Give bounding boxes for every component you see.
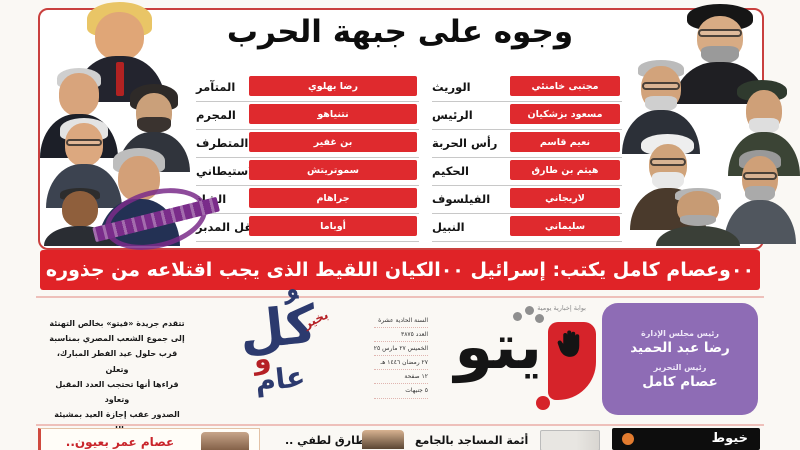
chairman-name: رضا عبد الحميد bbox=[630, 339, 730, 356]
raised-hand-icon bbox=[557, 330, 580, 357]
face-label: الرئيس bbox=[432, 108, 473, 122]
face-name-badge: جراهام bbox=[249, 188, 417, 208]
teaser-headline: طارق لطفي .. bbox=[285, 434, 366, 447]
issue-info-line: ٥ جنيهات bbox=[374, 384, 428, 399]
board-box: رئيس مجلس الإدارة رضا عبد الحميد رئيس ال… bbox=[602, 303, 758, 415]
war-face-row: الرئيس مسعود بزشكيان bbox=[432, 102, 622, 130]
face-name-badge: لاريجاني bbox=[510, 188, 620, 208]
teaser-headline: أئمة المساجد بالجامع bbox=[415, 434, 529, 447]
teaser-headline: عصام عمر بعيون.. bbox=[65, 435, 175, 449]
logo-dot bbox=[513, 312, 522, 321]
separator-line bbox=[36, 424, 764, 426]
face-label: النبيل bbox=[432, 220, 465, 234]
opinion-banner: ٠٠وعصام كامل يكتب: إسرائيل ٠٠الكيان اللق… bbox=[40, 250, 760, 290]
teaser-newspaper-thumb bbox=[540, 430, 600, 450]
separator-line bbox=[36, 296, 764, 298]
logo-dot bbox=[535, 314, 544, 323]
teaser-black-box: خيوط bbox=[612, 428, 760, 450]
calligraphy-word: عام bbox=[253, 359, 307, 399]
war-face-row: العقل المدبر أوباما bbox=[196, 214, 419, 242]
teaser-photo-thumb bbox=[201, 432, 249, 450]
war-face-row: المتآمر رضا بهلوي bbox=[196, 74, 419, 102]
war-face-row: المتطرف بن غفير bbox=[196, 130, 419, 158]
veto-masthead-logo: بوابة إخبارية يومية يتو bbox=[430, 300, 600, 420]
issue-info-line: ١٢ صفحة bbox=[374, 370, 428, 385]
greeting-line: قرب حلول عيد الفطر المبارك، وتعلن bbox=[56, 349, 178, 374]
logo-tagline: بوابة إخبارية يومية bbox=[537, 304, 586, 312]
teaser-card: عصام عمر بعيون.. bbox=[38, 428, 260, 450]
logo-word: يتو bbox=[454, 310, 544, 383]
face-label: الوريث bbox=[432, 80, 471, 94]
teaser-headline: خيوط bbox=[711, 431, 748, 446]
war-face-row: الاستيطاني سموتريتش bbox=[196, 158, 419, 186]
face-label: الاستيطاني bbox=[196, 164, 261, 178]
logo-red-letter bbox=[548, 322, 596, 400]
face-name-badge: سموتريتش bbox=[249, 160, 417, 180]
war-face-row: الوريث مجتبى خامنئي bbox=[432, 74, 622, 102]
face-label: المتطرف bbox=[196, 136, 249, 150]
face-label: رأس الحربة bbox=[432, 136, 498, 150]
war-face-row: الفيلسوف لاريجاني bbox=[432, 186, 622, 214]
issue-info-line: الخميس ٢٧ مارس ٢٠٢٥ م bbox=[374, 342, 428, 357]
face-name-badge: سليماني bbox=[510, 216, 620, 236]
face-label: المجرم bbox=[196, 108, 236, 122]
face-label: الحكيم bbox=[432, 164, 469, 178]
issue-info-column: السنة الحادية عشرة العدد ٣٨٧٥ الخميس ٢٧ … bbox=[374, 314, 428, 399]
greeting-line: تتقدم جريدة «فيتو» بخالص التهنئة bbox=[49, 319, 185, 328]
issue-info-line: السنة الحادية عشرة bbox=[374, 314, 428, 329]
face-name-badge: بن غفير bbox=[249, 132, 417, 152]
war-face-row: رأس الحربة نعيم قاسم bbox=[432, 130, 622, 158]
face-name-badge: هيثم بن طارق bbox=[510, 160, 620, 180]
greeting-line: إلى جموع الشعب المصري بمناسبة bbox=[49, 334, 185, 344]
face-name-badge: مسعود بزشكيان bbox=[510, 104, 620, 124]
war-face-row: الشاذ جراهام bbox=[196, 186, 419, 214]
face-name-badge: مجتبى خامنئي bbox=[510, 76, 620, 96]
face-label: المتآمر bbox=[196, 80, 236, 94]
face-name-badge: أوباما bbox=[249, 216, 417, 236]
face-label: الفيلسوف bbox=[432, 192, 491, 206]
face-name-badge: رضا بهلوي bbox=[249, 76, 417, 96]
editor-name: عصام كامل bbox=[642, 373, 718, 390]
chairman-title: رئيس مجلس الإدارة bbox=[641, 328, 719, 338]
greeting-line: قراءها أنها تحتجب العدد المقبل وتعاود bbox=[55, 379, 179, 404]
issue-info-line: ٢٧ رمضان ١٤٤٦ هـ bbox=[374, 356, 428, 371]
war-faces-title: وجوه على جبهة الحرب bbox=[226, 14, 574, 50]
face-name-badge: نعيم قاسم bbox=[510, 132, 620, 152]
issue-info-line: العدد ٣٨٧٥ bbox=[374, 328, 428, 343]
teaser-accent-dot bbox=[622, 433, 634, 445]
eid-greeting-paragraph: تتقدم جريدة «فيتو» بخالص التهنئة إلى جمو… bbox=[46, 316, 188, 438]
war-face-row: النبيل سليماني bbox=[432, 214, 622, 242]
logo-dot bbox=[525, 306, 534, 315]
war-face-row: الحكيم هيثم بن طارق bbox=[432, 158, 622, 186]
war-face-row: المجرم نتنياهو bbox=[196, 102, 419, 130]
logo-red-dot bbox=[536, 396, 550, 410]
teaser-photo-thumb bbox=[362, 430, 404, 449]
eid-calligraphy: كُل و عام بخير bbox=[186, 291, 343, 427]
editor-title: رئيس التحرير bbox=[653, 362, 707, 372]
face-name-badge: نتنياهو bbox=[249, 104, 417, 124]
photo-soleimani bbox=[654, 188, 742, 246]
